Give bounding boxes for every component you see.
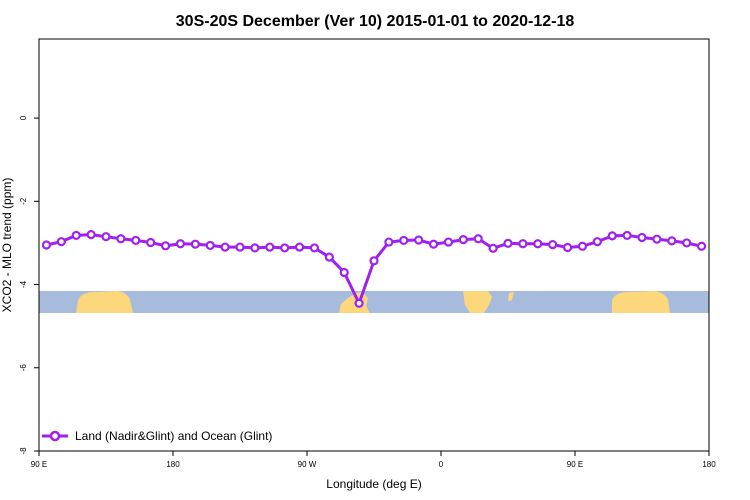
- ocean-band: [39, 291, 709, 313]
- y-tick-label: -6: [19, 364, 28, 372]
- data-point: [175, 239, 186, 249]
- data-point: [235, 242, 245, 252]
- y-axis-label: XCO2 - MLO trend (ppm): [0, 178, 14, 313]
- plot-frame: [38, 38, 710, 452]
- y-tick-label: -2: [19, 197, 28, 205]
- data-point: [518, 239, 528, 249]
- data-point: [220, 242, 230, 252]
- data-point: [205, 240, 215, 251]
- y-tick-label: -8: [19, 447, 28, 455]
- data-point: [190, 239, 200, 249]
- land-patch-australia-east: [612, 291, 670, 313]
- data-point: [369, 256, 379, 266]
- data-point: [354, 298, 364, 308]
- x-tick-label: 90 E: [31, 460, 47, 469]
- data-point: [324, 252, 334, 262]
- data-point: [86, 229, 96, 240]
- data-point: [101, 232, 111, 242]
- x-axis-label: Longitude (deg E): [326, 477, 421, 491]
- data-point: [250, 243, 260, 253]
- data-point: [592, 237, 602, 247]
- y-tick-label: -4: [19, 280, 28, 288]
- data-point: [488, 243, 498, 253]
- y-tick-label: 0: [19, 115, 28, 120]
- data-point: [652, 234, 662, 244]
- data-point: [116, 234, 126, 244]
- x-tick-label: 180: [166, 460, 180, 469]
- land-patch-africa: [463, 291, 492, 313]
- legend-marker-swatch: [49, 430, 61, 442]
- data-point: [458, 234, 468, 245]
- land-ocean-mask: [39, 291, 709, 313]
- data-point: [56, 237, 66, 247]
- legend: Land (Nadir&Glint) and Ocean (Glint): [42, 429, 272, 443]
- data-point: [339, 267, 349, 278]
- data-point: [384, 237, 394, 247]
- legend-label: Land (Nadir&Glint) and Ocean (Glint): [75, 429, 272, 443]
- data-point: [682, 238, 692, 248]
- data-point: [294, 242, 305, 252]
- data-point: [41, 240, 52, 250]
- data-point: [428, 239, 439, 249]
- data-point: [533, 239, 543, 249]
- data-point: [160, 241, 171, 251]
- data-point: [607, 231, 617, 241]
- series-layer: [41, 229, 707, 308]
- data-point: [667, 236, 677, 246]
- y-axis: 0 -2 -4 -6 -8: [19, 115, 39, 455]
- data-point: [280, 243, 290, 253]
- land-patch-madagascar: [508, 292, 514, 301]
- data-point: [548, 239, 558, 250]
- data-point: [637, 232, 647, 243]
- data-point: [577, 241, 588, 251]
- data-point: [562, 242, 573, 253]
- x-tick-label: 180: [702, 460, 716, 469]
- data-point: [622, 230, 632, 241]
- x-axis: 90 E 180 90 W 0 90 E 180: [31, 451, 716, 469]
- data-point: [399, 235, 409, 246]
- data-point: [443, 237, 454, 247]
- x-tick-label: 90 E: [567, 460, 583, 469]
- data-point: [414, 235, 424, 245]
- data-point: [71, 230, 81, 241]
- x-tick-label: 90 W: [298, 460, 317, 469]
- data-point: [473, 234, 483, 244]
- data-point: [696, 241, 707, 251]
- x-tick-label: 0: [439, 460, 444, 469]
- data-point: [146, 237, 156, 248]
- land-patch-australia-west: [76, 291, 133, 313]
- data-point: [503, 238, 513, 248]
- data-point: [309, 243, 320, 253]
- data-point: [131, 235, 141, 246]
- chart-title: 30S-20S December (Ver 10) 2015-01-01 to …: [176, 13, 575, 30]
- data-point: [265, 242, 275, 252]
